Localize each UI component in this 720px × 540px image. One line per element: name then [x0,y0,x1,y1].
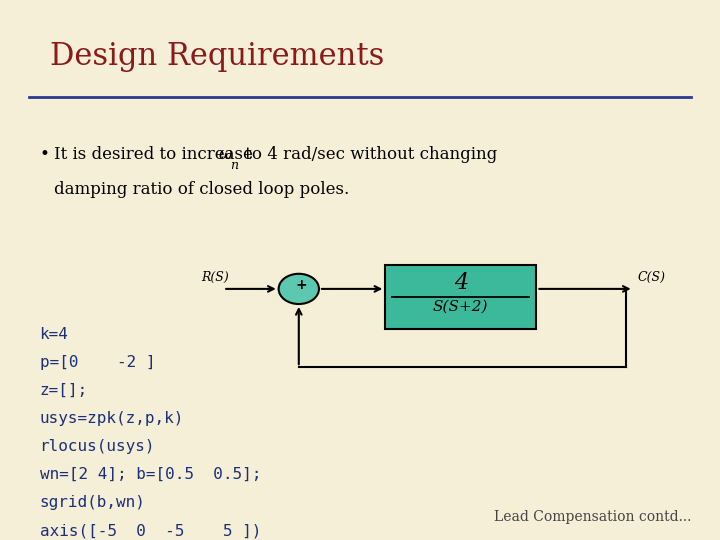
Text: 4: 4 [454,272,468,294]
Text: damping ratio of closed loop poles.: damping ratio of closed loop poles. [54,181,349,198]
Text: It is desired to increase: It is desired to increase [54,146,258,163]
Text: rlocus(usys): rlocus(usys) [40,439,155,454]
Text: •: • [40,146,50,163]
Text: p=[0    -2 ]: p=[0 -2 ] [40,355,155,370]
Text: to 4 rad/sec without changing: to 4 rad/sec without changing [240,146,497,163]
Text: axis([-5  0  -5    5 ]): axis([-5 0 -5 5 ]) [40,523,261,538]
Text: ω: ω [218,146,232,163]
Text: +: + [295,278,307,292]
Text: sgrid(b,wn): sgrid(b,wn) [40,495,145,510]
Text: n: n [230,159,238,172]
Text: k=4: k=4 [40,327,68,342]
Text: wn=[2 4]; b=[0.5  0.5];: wn=[2 4]; b=[0.5 0.5]; [40,467,261,482]
Circle shape [279,274,319,304]
Text: usys=zpk(z,p,k): usys=zpk(z,p,k) [40,411,184,426]
Text: S(S+2): S(S+2) [433,300,489,314]
Text: C(S): C(S) [637,271,665,284]
Text: z=[];: z=[]; [40,383,88,398]
Text: Design Requirements: Design Requirements [50,41,384,72]
Text: R(S): R(S) [202,271,230,284]
Text: Lead Compensation contd...: Lead Compensation contd... [494,510,691,524]
FancyBboxPatch shape [385,265,536,329]
